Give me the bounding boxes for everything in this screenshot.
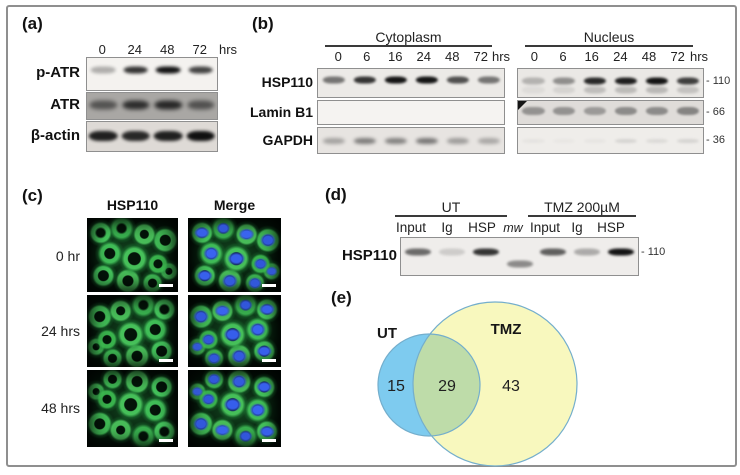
micro-image-hsp110-0hr [87, 218, 178, 292]
lane-label-ig: Ig [571, 220, 583, 235]
venn-outline-ut [377, 333, 481, 437]
cell-fluorescence-merge [188, 370, 281, 447]
panel-a-time-labels: 0 24 48 72 [86, 42, 216, 57]
group-title-cytoplasm: Cytoplasm [375, 29, 442, 45]
scale-bar [262, 439, 276, 442]
lane-label-hsp: HSP [597, 220, 625, 235]
column-header-hsp110: HSP110 [106, 197, 159, 213]
micro-row-label-0hr: 0 hr [55, 248, 80, 264]
time-label: 0 [530, 49, 538, 64]
time-label: 24 [613, 49, 628, 64]
blot-row-label-hsp110-ip: HSP110 [341, 247, 397, 264]
blot-ip-hsp110 [400, 237, 639, 276]
time-label: 24 [127, 42, 142, 57]
lane-label-ig: Ig [441, 220, 453, 235]
time-label: 16 [388, 49, 403, 64]
blot-b-actin [86, 121, 218, 152]
time-label: 0 [334, 49, 342, 64]
blot-cytoplasm-gapdh [317, 127, 505, 154]
panel-e-label: (e) [331, 288, 352, 307]
panel-b-nucleus-time-labels: 0 6 16 24 48 72 [520, 49, 692, 64]
venn-overlap [413, 334, 480, 436]
micro-row-label-48hrs: 48 hrs [41, 400, 80, 416]
venn-label-tmz: TMZ [491, 321, 522, 338]
mw-label-66: - 66 [706, 106, 725, 118]
cell-fluorescence-merge [188, 218, 281, 292]
scale-bar [159, 284, 173, 287]
scale-bar [159, 439, 173, 442]
blot-row-label-hsp110: HSP110 [261, 74, 313, 90]
time-unit: hrs [690, 49, 709, 64]
blot-row-label-p-atr: p-ATR [36, 64, 80, 81]
group-title-tmz: TMZ 200µM [544, 199, 620, 215]
blot-row-label-gapdh: GAPDH [262, 132, 313, 148]
blot-cytoplasm-hsp110 [317, 68, 505, 98]
time-label: 48 [445, 49, 460, 64]
blot-nucleus-lamin-b1 [517, 100, 704, 125]
time-label: 48 [641, 49, 657, 64]
panel-d-label: (d) [325, 185, 347, 204]
mw-label-36: - 36 [706, 134, 725, 146]
micro-row-label-24hrs: 24 hrs [41, 323, 80, 339]
column-header-merge: Merge [213, 197, 256, 213]
micro-image-hsp110-48hrs [87, 370, 178, 447]
cell-fluorescence [87, 295, 178, 367]
blot-row-label-lamin-b1: Lamin B1 [249, 104, 313, 120]
venn-count-ut-only: 15 [387, 378, 405, 395]
time-label: 72 [473, 49, 488, 64]
scale-bar [159, 359, 173, 362]
venn-diagram: UT TMZ 15 29 43 [377, 301, 578, 467]
group-underline [525, 45, 693, 47]
micro-image-merge-0hr [188, 218, 281, 292]
figure-border [6, 5, 737, 467]
time-label: 16 [584, 49, 599, 64]
time-label: 48 [160, 42, 175, 57]
blot-p-atr [86, 57, 218, 91]
micro-image-merge-48hrs [188, 370, 281, 447]
cell-fluorescence [87, 218, 178, 292]
time-label: 6 [363, 49, 371, 64]
mw-label-110: - 110 [706, 75, 731, 87]
blot-row-label-b-actin: β-actin [30, 127, 80, 144]
time-unit: hrs [492, 49, 511, 64]
cell-fluorescence-merge [188, 295, 281, 367]
mw-label-110: - 110 [641, 246, 666, 258]
panel-b-cytoplasm-time-labels: 0 6 16 24 48 72 [324, 49, 495, 64]
venn-count-overlap: 29 [438, 378, 456, 395]
lane-label-hsp: HSP [468, 220, 496, 235]
cell-fluorescence [87, 370, 178, 447]
time-label: 24 [416, 49, 431, 64]
time-label: 6 [559, 49, 567, 64]
panel-a-label: (a) [22, 14, 43, 33]
micro-image-merge-24hrs [188, 295, 281, 367]
blot-cytoplasm-lamin-b1 [317, 100, 505, 125]
time-label: 72 [192, 42, 207, 57]
panel-b-label: (b) [252, 14, 274, 33]
group-title-ut: UT [441, 199, 461, 215]
panel-c-label: (c) [22, 186, 43, 205]
scale-bar [262, 359, 276, 362]
venn-label-ut: UT [377, 325, 397, 342]
group-underline [528, 215, 636, 217]
group-title-nucleus: Nucleus [583, 29, 635, 45]
time-label: 72 [670, 49, 685, 64]
group-underline [395, 215, 507, 217]
time-unit: hrs [219, 42, 238, 57]
blot-atr [86, 92, 218, 120]
lane-label-input: Input [395, 220, 427, 235]
blot-nucleus-gapdh [517, 127, 704, 154]
lane-label-mw: mw [503, 221, 523, 235]
group-underline [325, 45, 492, 47]
time-label: 0 [98, 42, 106, 57]
scale-bar [262, 284, 276, 287]
blot-nucleus-hsp110 [517, 68, 704, 98]
blot-row-label-atr: ATR [50, 96, 80, 113]
micro-image-hsp110-24hrs [87, 295, 178, 367]
venn-outline-tmz [412, 301, 578, 467]
lane-label-input: Input [529, 220, 561, 235]
venn-count-tmz-only: 43 [502, 378, 520, 395]
